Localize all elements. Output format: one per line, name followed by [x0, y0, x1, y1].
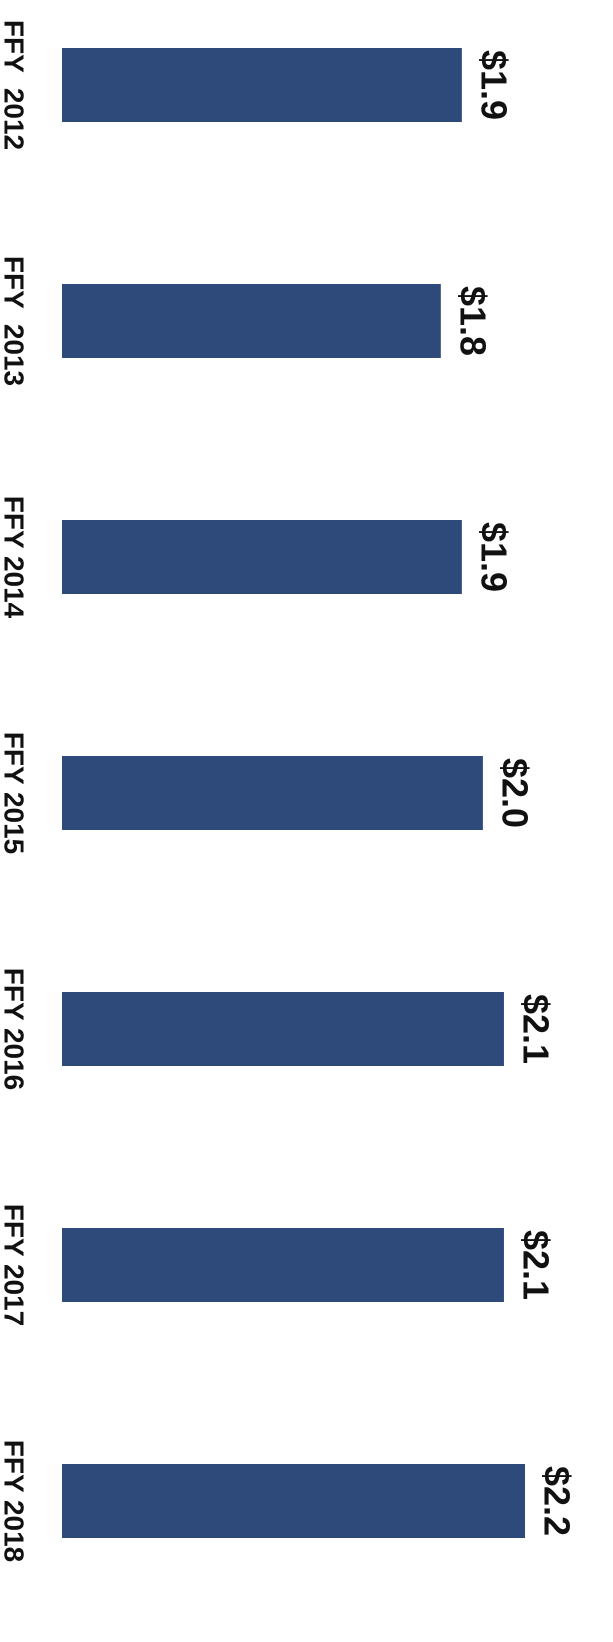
bar: [62, 756, 483, 830]
bar: [62, 1228, 504, 1302]
value-label: $1.9: [473, 522, 514, 592]
category-label: FFY 2014: [0, 496, 30, 619]
value-label: $1.8: [452, 286, 493, 356]
category-label: FFY 2017: [0, 1204, 30, 1326]
bar: [62, 284, 441, 358]
value-label: $2.1: [515, 1230, 556, 1300]
bar: [62, 1464, 525, 1538]
category-label: FFY 2015: [0, 732, 30, 854]
bar: [62, 520, 462, 594]
value-label: $2.1: [515, 994, 556, 1064]
category-label: FFY 2018: [0, 1440, 30, 1562]
category-label: FFY 2013: [0, 256, 30, 386]
bar: [62, 992, 504, 1066]
bar: [62, 48, 462, 122]
category-label: FFY 2012: [0, 20, 30, 150]
value-label: $2.2: [537, 1466, 578, 1536]
category-label: FFY 2016: [0, 968, 30, 1090]
value-label: $2.0: [494, 758, 535, 828]
value-label: $1.9: [473, 50, 514, 120]
